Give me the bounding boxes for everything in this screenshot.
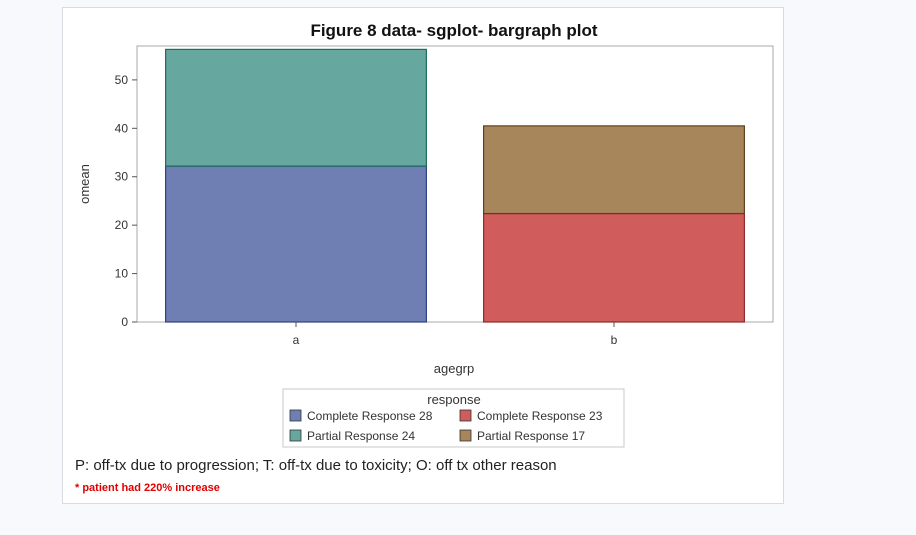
y-axis-label: omean bbox=[77, 164, 92, 204]
legend-swatch bbox=[289, 429, 302, 442]
y-tick-label: 40 bbox=[115, 121, 129, 135]
chart-title: Figure 8 data- sgplot- bargraph plot bbox=[310, 21, 597, 40]
legend-swatch bbox=[459, 429, 472, 442]
legend-swatch bbox=[459, 409, 472, 422]
y-tick-label: 20 bbox=[115, 218, 129, 232]
y-tick-label: 30 bbox=[115, 170, 129, 184]
bar-segment bbox=[165, 48, 427, 167]
y-tick-label: 10 bbox=[115, 267, 129, 281]
x-tick-label: b bbox=[611, 333, 618, 347]
legend-label: Complete Response 28 bbox=[307, 409, 433, 423]
bar-segment bbox=[483, 212, 745, 323]
legend-title: response bbox=[427, 392, 480, 407]
y-tick-label: 50 bbox=[115, 73, 129, 87]
legend-label: Complete Response 23 bbox=[477, 409, 603, 423]
legend-swatch bbox=[289, 409, 302, 422]
legend-label: Partial Response 24 bbox=[307, 429, 415, 443]
legend: response Complete Response 28 Complete Re… bbox=[282, 388, 625, 448]
x-axis-label: agegrp bbox=[434, 361, 474, 376]
bar-segment bbox=[165, 165, 427, 323]
legend-box bbox=[282, 388, 625, 448]
footnote-definitions: P: off-tx due to progression; T: off-tx … bbox=[75, 457, 557, 474]
x-tick-label: a bbox=[293, 333, 300, 347]
y-axis: 0 10 20 30 40 50 bbox=[115, 73, 137, 329]
y-tick-label: 0 bbox=[121, 315, 128, 329]
footnote-asterisk: * patient had 220% increase bbox=[75, 482, 220, 494]
bar-segment bbox=[483, 125, 745, 215]
legend-label: Partial Response 17 bbox=[477, 429, 585, 443]
bars-group bbox=[165, 48, 745, 323]
